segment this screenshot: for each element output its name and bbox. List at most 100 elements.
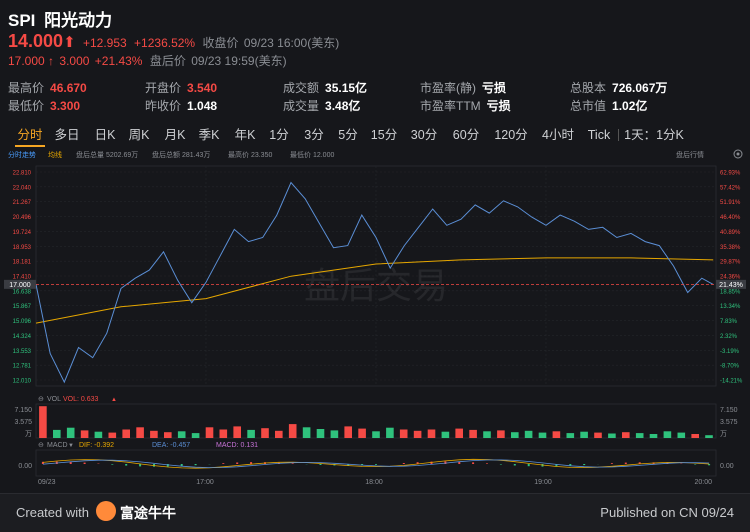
volume-bar [164,432,172,438]
tab-2[interactable]: 日K [93,124,117,146]
stat-label: 市盈率TTM [420,97,481,114]
volume-bar [344,426,352,438]
tab-0[interactable]: 分时 [15,124,45,146]
tab-5[interactable]: 季K [197,124,221,146]
vol-value: VOL: 0.633 [63,396,99,403]
volume-bar [608,434,616,439]
tab-12[interactable]: 60分 [452,124,480,146]
close-time: 09/23 16:00(美东) [244,36,339,50]
current-pct-value: 21.43% [719,282,743,289]
volume-bar [636,433,644,438]
price-row: 14.000⬆ +12.953 +1236.52% 收盘价 09/23 16:0… [8,31,339,52]
macd-bar [181,464,183,466]
pct-tick: -8.70% [720,364,740,370]
volume-bar [178,431,186,438]
volume-bar [386,428,394,438]
macd-dropdown-icon[interactable]: ▼ [68,443,74,449]
tab-6[interactable]: 年K [233,124,257,146]
volume-bar [553,431,561,438]
stat-value: 3.300 [50,99,80,113]
vol-dropdown-icon[interactable]: ▲ [111,397,117,403]
tab-16[interactable]: 1天：1分K [624,124,684,146]
volume-bar [497,430,505,438]
time-label: 17:00 [196,479,214,486]
pct-tick: 62.93% [720,171,741,177]
time-label: 09/23 [38,479,56,486]
price-tick: 22.040 [13,185,32,191]
volume-bar [192,433,200,438]
stat-value: 35.15亿 [325,81,367,95]
macd-label[interactable]: MACD [47,442,68,449]
pct-tick: 24.36% [720,275,741,281]
stock-symbol: SPI [8,11,35,30]
close-label: 收盘价 [202,36,238,50]
volume-bar [206,427,214,438]
macd-bar [528,464,530,466]
intraday-chart[interactable]: 分时走势 均线 盘后总量 5202.69万 盘后总额 281.43万 最高价 2… [0,148,750,490]
pct-tick: -14.21% [720,379,743,385]
pct-tick: 51.91% [720,200,741,206]
tab-9[interactable]: 5分 [337,124,359,146]
tab-1[interactable]: 多日 [53,124,81,146]
tab-11[interactable]: 30分 [410,124,438,146]
macd-bar [84,463,86,464]
volume-bar [455,429,463,438]
macd-bar [486,463,488,464]
volume-bar [358,429,366,438]
pct-tick: 29.87% [720,260,741,266]
tab-4[interactable]: 月K [163,124,187,146]
watermark: 盘后交易 [304,266,448,307]
volume-bar [275,431,283,438]
pct-tick: 18.85% [720,289,741,295]
volume-bar [289,424,297,438]
after-hours-label: 盘后价 [150,54,186,68]
volume-bar [39,406,47,438]
price-tick: 12.010 [13,379,32,385]
stat-value: 亏损 [482,81,506,95]
stat-value: 46.670 [50,81,87,95]
macd-bar [375,464,377,465]
volume-bar [705,435,713,438]
pct-tick: 7.83% [720,319,738,325]
up-arrow-icon: ⬆ [63,34,76,51]
pct-tick: 57.42% [720,185,741,191]
vol-tick-mid-left: 3.575 [14,419,32,426]
volume-bar [372,431,380,438]
volume-bar [303,427,311,438]
tab-3[interactable]: 周K [127,124,151,146]
after-hours-price: 17.000 [8,54,45,68]
macd-bar [125,464,127,466]
tab-7[interactable]: 1分 [268,124,290,146]
time-label: 18:00 [365,479,383,486]
vol-label[interactable]: VOL [47,396,61,403]
after-hours-time: 09/23 19:59(美东) [191,54,286,68]
tab-13[interactable]: 120分 [494,124,528,146]
tab-14[interactable]: 4小时 [540,124,576,146]
macd-bar [236,463,238,465]
vol-collapse-icon[interactable]: ⊖ [38,396,44,403]
total-volume: 盘后总量 5202.69万 [76,150,138,159]
macd-dea: DEA: -0.457 [152,442,190,449]
macd-bar [403,463,405,464]
macd-bar [625,463,627,464]
volume-bar [317,429,325,438]
volume-bar [650,434,658,438]
total-amount: 盘后总额 281.43万 [152,150,210,159]
stat-value: 3.540 [187,81,217,95]
tab-10[interactable]: 15分 [370,124,398,146]
tab-15[interactable]: Tick [586,124,612,146]
volume-bar [525,431,533,438]
stat-value: 1.048 [187,99,217,113]
macd-dif: DIF: -0.392 [79,442,114,449]
volume-bar [136,427,144,438]
macd-bar [583,464,585,465]
chart-mode-label[interactable]: 分时走势 [8,150,36,159]
macd-collapse-icon[interactable]: ⊖ [38,442,44,449]
volume-bar [469,430,477,438]
market-label[interactable]: 盘后行情 [676,150,704,159]
stat-label: 市盈率(静) [420,79,476,96]
tab-8[interactable]: 3分 [303,124,325,146]
